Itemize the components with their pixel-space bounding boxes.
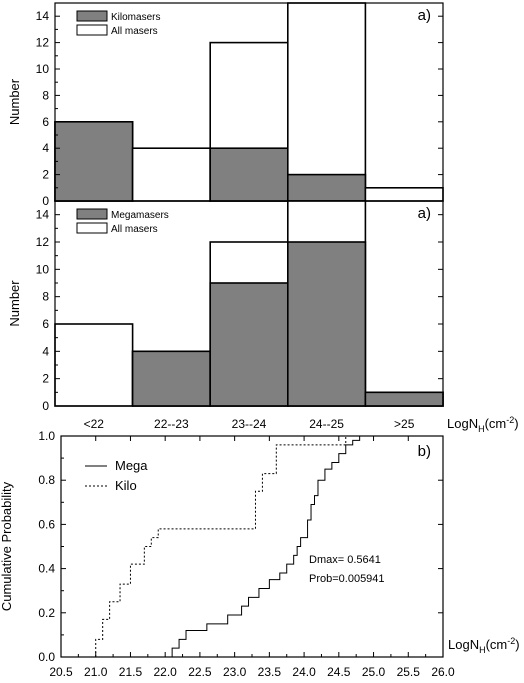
y-tick-label: 12 [36, 235, 50, 249]
y-tick-label: 4 [42, 344, 49, 358]
x-category-label: 22--23 [154, 417, 189, 431]
legend-label-kilo: Kilo [115, 478, 137, 493]
bar-kilomasers [209, 147, 289, 202]
x-tick-label: 25.0 [362, 665, 386, 679]
x-category-label: 23--24 [232, 417, 267, 431]
cdf-line-kilo [95, 435, 350, 657]
y-tick-label: 0.8 [38, 473, 55, 487]
bar-all-masers [286, 2, 367, 202]
x-tick-label: 23.5 [258, 665, 282, 679]
y-tick-label: 6 [42, 115, 49, 129]
x-category-label: 24--25 [309, 417, 344, 431]
x-tick-label: 20.5 [49, 665, 73, 679]
bar-kilomasers [54, 121, 134, 202]
bar-megamasers [209, 282, 289, 407]
y-tick-label: 4 [42, 141, 49, 155]
y-tick-label: 6 [42, 317, 49, 331]
y-tick-label: 14 [36, 9, 50, 23]
legend-label-all: All masers [111, 224, 158, 235]
legend-label-mega: Mega [115, 458, 148, 473]
bar-megamasers [286, 241, 367, 407]
x-tick-label: 22.0 [154, 665, 178, 679]
cdf-line-mega [171, 435, 364, 657]
panel-a1: 0 2 4 6 8 10 12 14 Number a) Kilomasers All masers [7, 2, 444, 208]
x-tick-label: 24.5 [327, 665, 351, 679]
legend-label-subset: Kilomasers [111, 12, 160, 23]
y-axis-label: Cumulative Probability [0, 481, 14, 611]
x-tick-label: 23.0 [223, 665, 247, 679]
annotation-prob: Prob=0.005941 [309, 573, 385, 585]
y-tick-label: 1.0 [38, 429, 55, 443]
x-category-label: <22 [84, 417, 105, 431]
bar-all-masers [364, 187, 444, 202]
panel-b: 20.5 21.0 21.5 22.0 22.5 23.0 23.5 24.0 24.5 25.0… [0, 429, 520, 679]
x-category-label: >25 [394, 417, 415, 431]
x-tick-label: 26.0 [431, 665, 455, 679]
y-tick-label: 10 [36, 62, 50, 76]
plot-frame [54, 200, 444, 407]
y-tick-label: 0 [42, 399, 49, 413]
y-axis-label: Number [7, 280, 22, 327]
x-tick-label: 21.0 [84, 665, 108, 679]
legend-label-subset: Megamasers [111, 210, 169, 221]
y-tick-label: 14 [36, 208, 50, 222]
legend-label-all: All masers [111, 26, 158, 37]
legend-swatch-subset [76, 208, 108, 220]
panel-label: a) [418, 7, 431, 24]
bar-megamasers [131, 350, 212, 407]
y-tick-label: 2 [42, 372, 49, 386]
panel-label: a) [418, 205, 431, 222]
legend-swatch-all [76, 24, 108, 36]
bar-kilomasers [286, 173, 367, 202]
bar-all-masers [131, 147, 212, 202]
y-tick-label: 2 [42, 168, 49, 182]
y-tick-label: 0.6 [38, 517, 55, 531]
legend-swatch-all [76, 222, 108, 234]
y-tick-label: 12 [36, 36, 50, 50]
y-tick-label: 0.4 [38, 562, 55, 576]
y-tick-label: 0 [42, 194, 49, 208]
x-tick-label: 24.0 [292, 665, 316, 679]
x-axis-label: LogNH(cm-2) [448, 636, 520, 655]
bar-all-masers [54, 323, 134, 407]
y-tick-label: 0.0 [38, 650, 55, 664]
panel-label: b) [418, 443, 431, 460]
y-axis-label: Number [7, 78, 22, 125]
y-tick-label: 0.2 [38, 606, 55, 620]
legend-swatch-subset [76, 10, 108, 22]
x-tick-label: 25.5 [397, 665, 421, 679]
annotation-dmax: Dmax= 0.5641 [309, 554, 381, 566]
y-tick-label: 8 [42, 290, 49, 304]
y-tick-label: 8 [42, 88, 49, 102]
bar-megamasers [364, 391, 444, 407]
x-tick-label: 21.5 [119, 665, 143, 679]
x-axis-label: LogNH(cm-2) [447, 415, 519, 434]
panel-a2: 0 2 4 6 8 10 12 14 Number a) Megamasers All masers <… [7, 200, 519, 434]
x-tick-label: 22.5 [188, 665, 212, 679]
y-tick-label: 10 [36, 262, 50, 276]
